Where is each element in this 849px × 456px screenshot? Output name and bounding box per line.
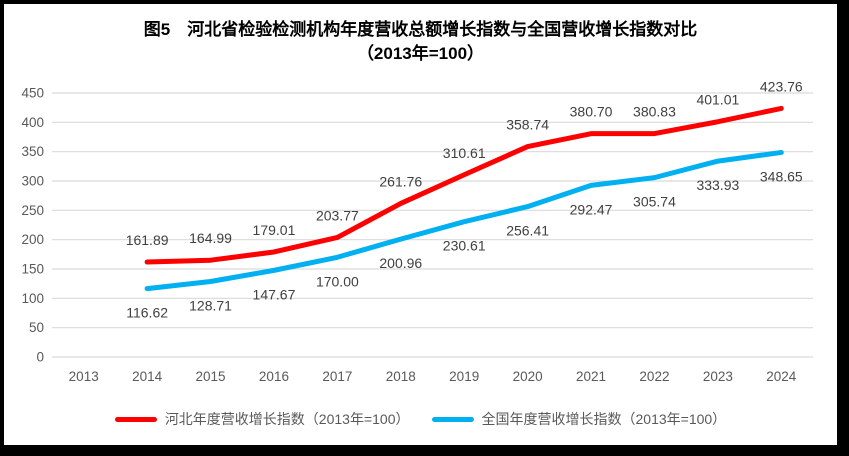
svg-text:310.61: 310.61 — [443, 145, 486, 161]
svg-text:256.41: 256.41 — [506, 223, 549, 239]
svg-text:400: 400 — [21, 115, 44, 130]
chart-title-line2: （2013年=100） — [356, 44, 485, 63]
svg-text:179.01: 179.01 — [253, 222, 296, 238]
chart-title: 图5 河北省检验检测机构年度营收总额增长指数与全国营收增长指数对比 （2013年… — [4, 18, 837, 66]
svg-text:0: 0 — [36, 350, 44, 365]
svg-text:300: 300 — [21, 174, 44, 189]
svg-text:116.62: 116.62 — [126, 305, 168, 321]
legend-line-blue-swatch — [431, 416, 474, 422]
svg-text:161.89: 161.89 — [126, 232, 169, 248]
svg-text:128.71: 128.71 — [189, 297, 232, 313]
svg-text:200.96: 200.96 — [379, 255, 422, 271]
svg-text:2014: 2014 — [132, 369, 163, 384]
legend-label-national: 全国年度营收增长指数（2013年=100） — [481, 411, 727, 427]
svg-text:230.61: 230.61 — [443, 238, 486, 254]
svg-text:50: 50 — [29, 320, 44, 335]
svg-text:261.76: 261.76 — [379, 173, 422, 189]
svg-text:150: 150 — [21, 262, 44, 277]
svg-text:2019: 2019 — [449, 369, 479, 384]
svg-text:203.77: 203.77 — [316, 207, 359, 223]
svg-text:200: 200 — [21, 232, 44, 247]
svg-text:2024: 2024 — [766, 369, 797, 384]
legend: 河北年度营收增长指数（2013年=100） 全国年度营收增长指数（2013年=1… — [4, 409, 837, 429]
chart-title-line1: 图5 河北省检验检测机构年度营收总额增长指数与全国营收增长指数对比 — [143, 20, 698, 39]
svg-text:401.01: 401.01 — [696, 92, 739, 108]
svg-text:2013: 2013 — [69, 369, 99, 384]
svg-text:2017: 2017 — [322, 369, 352, 384]
svg-text:2016: 2016 — [259, 369, 289, 384]
svg-text:2021: 2021 — [576, 369, 606, 384]
line-chart: 0 50 100 150 200 250 300 350 400 450 2013 2014 2015 2… — [21, 78, 813, 384]
legend-item-hebei: 河北年度营收增长指数（2013年=100） — [114, 409, 410, 429]
svg-text:2018: 2018 — [386, 369, 416, 384]
svg-text:170.00: 170.00 — [316, 273, 359, 289]
svg-text:358.74: 358.74 — [506, 117, 549, 133]
svg-text:250: 250 — [21, 203, 44, 218]
legend-line-red-swatch — [114, 416, 157, 422]
svg-text:2020: 2020 — [513, 369, 543, 384]
svg-text:380.70: 380.70 — [570, 104, 613, 120]
svg-text:450: 450 — [21, 86, 44, 101]
svg-text:292.47: 292.47 — [570, 201, 613, 217]
legend-label-hebei: 河北年度营收增长指数（2013年=100） — [164, 411, 410, 427]
legend-item-national: 全国年度营收增长指数（2013年=100） — [431, 409, 727, 429]
svg-text:2022: 2022 — [639, 369, 669, 384]
svg-text:305.74: 305.74 — [633, 194, 676, 210]
svg-text:380.83: 380.83 — [633, 104, 676, 120]
svg-text:164.99: 164.99 — [189, 230, 232, 246]
svg-text:2015: 2015 — [196, 369, 226, 384]
svg-text:423.76: 423.76 — [760, 78, 803, 94]
svg-text:2023: 2023 — [703, 369, 733, 384]
svg-text:350: 350 — [21, 144, 44, 159]
svg-text:348.65: 348.65 — [760, 168, 803, 184]
chart-panel: 图5 河北省检验检测机构年度营收总额增长指数与全国营收增长指数对比 （2013年… — [4, 4, 837, 445]
svg-text:147.67: 147.67 — [253, 286, 296, 302]
svg-text:100: 100 — [21, 291, 44, 306]
svg-text:333.93: 333.93 — [696, 177, 739, 193]
